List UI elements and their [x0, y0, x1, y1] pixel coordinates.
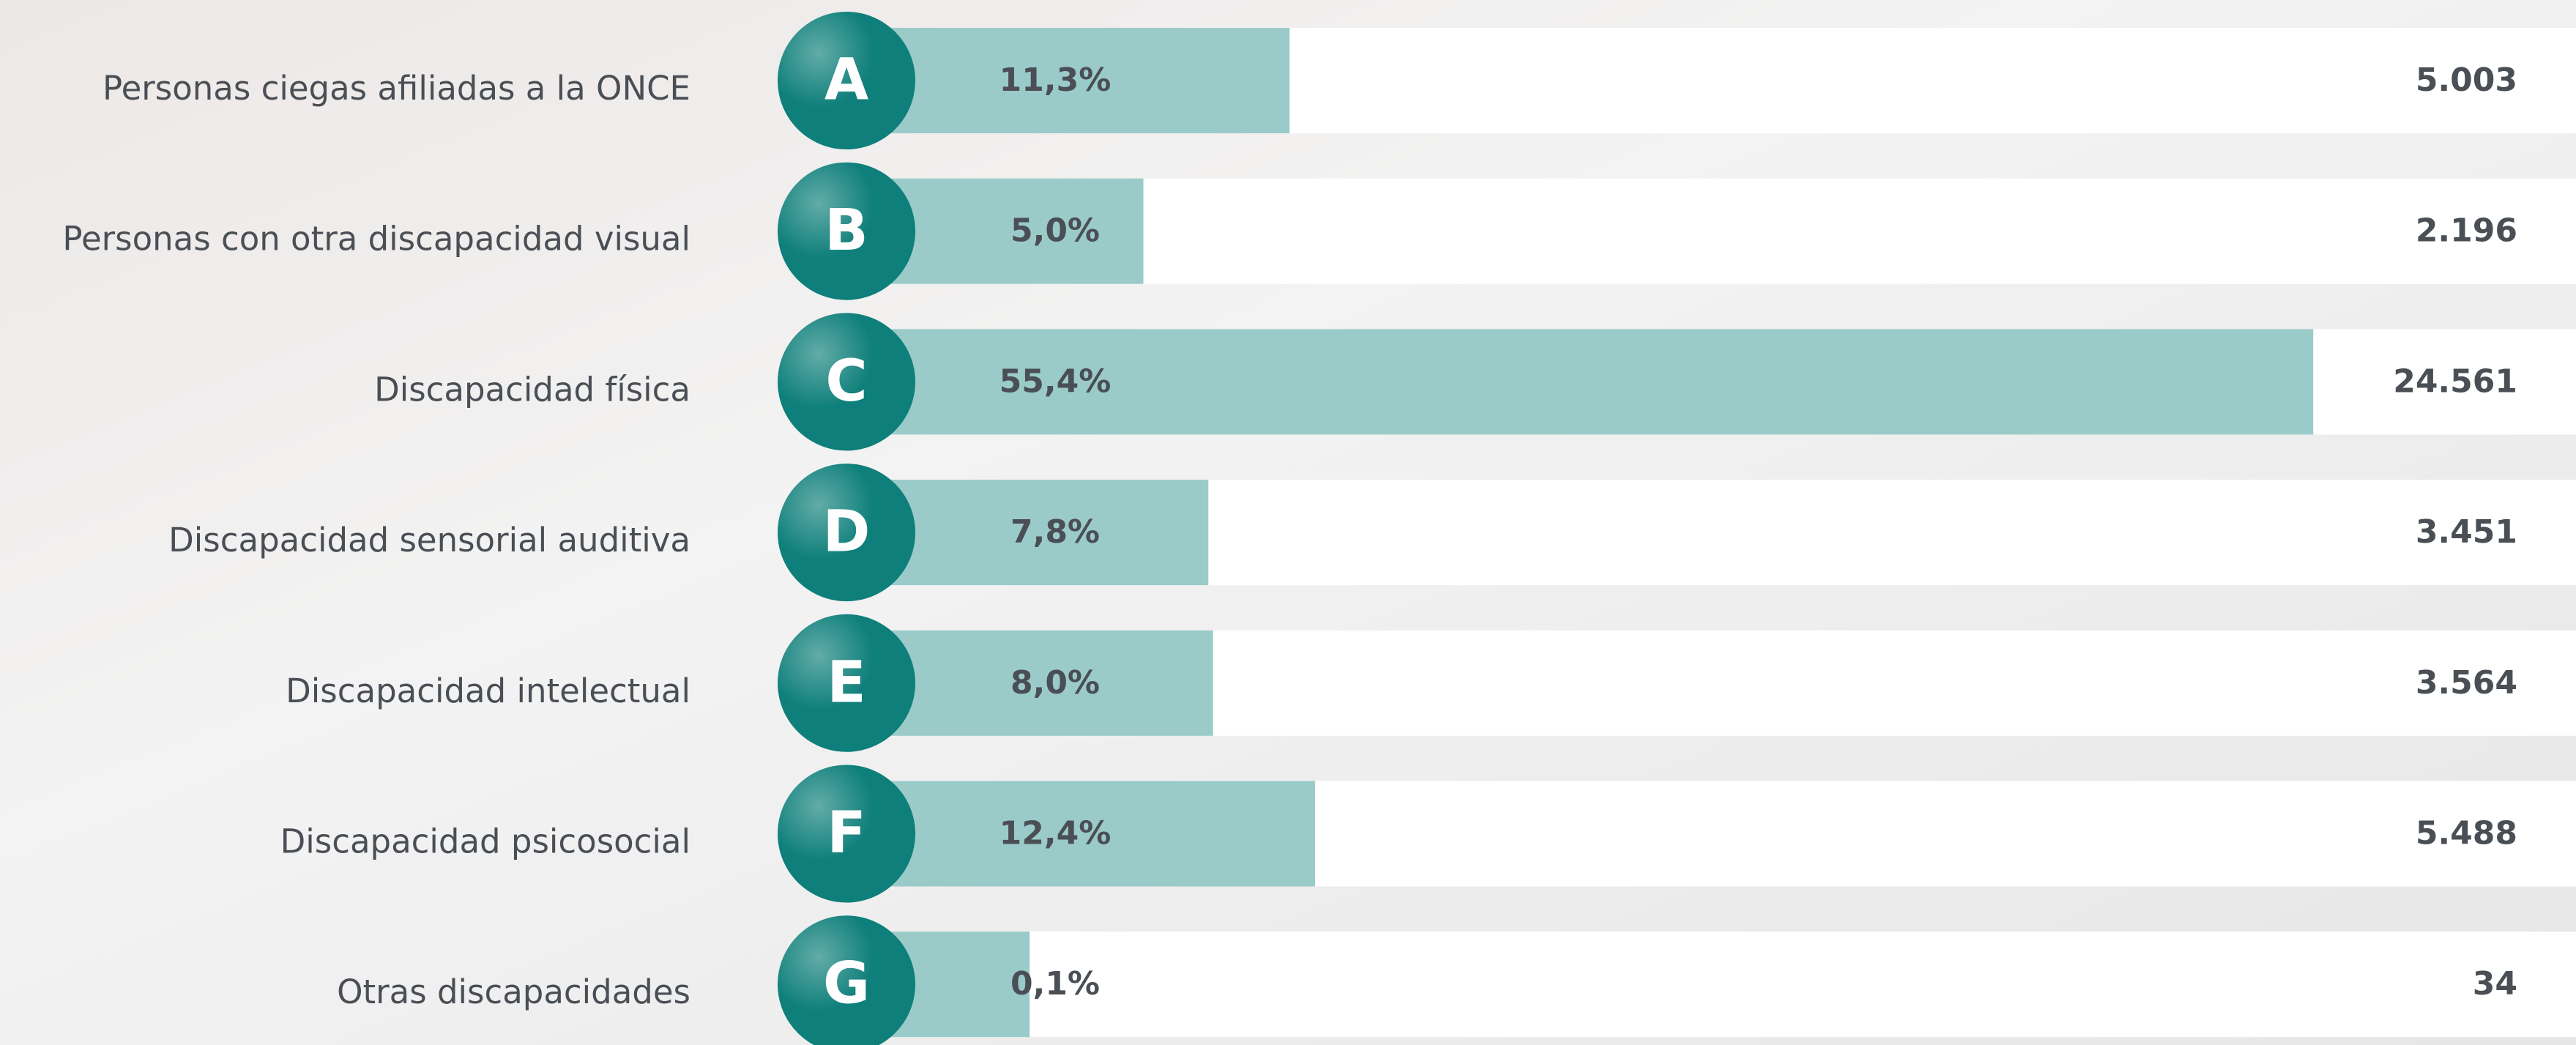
count-label: 3.451 — [2416, 513, 2517, 551]
value-label: 5,0% — [1010, 212, 1100, 250]
category-label: Discapacidad intelectual — [286, 672, 690, 710]
value-label: 11,3% — [999, 62, 1112, 99]
badge-letter: A — [824, 47, 868, 113]
count-label: 5.003 — [2416, 62, 2517, 99]
badge-letter: E — [827, 650, 866, 715]
badge-letter: C — [825, 349, 867, 414]
value-label: 0,1% — [1010, 965, 1100, 1003]
category-label: Discapacidad física — [374, 370, 690, 409]
count-label: 5.488 — [2416, 815, 2517, 852]
badge-letter: G — [823, 951, 870, 1017]
category-label: Personas con otra discapacidad visual — [62, 220, 690, 259]
badge-letter: D — [823, 499, 871, 565]
value-label: 12,4% — [999, 815, 1112, 852]
chart: A Personas ciegas afiliadas a la ONCE 11,3… — [0, 0, 2576, 1045]
count-label: 34 — [2473, 965, 2517, 1003]
badge-letter: F — [827, 800, 866, 866]
count-label: 24.561 — [2393, 362, 2517, 400]
category-label: Personas ciegas afiliadas a la ONCE — [103, 69, 690, 108]
value-label: 7,8% — [1010, 513, 1100, 551]
count-label: 3.564 — [2416, 664, 2517, 702]
category-label: Discapacidad sensorial auditiva — [168, 521, 690, 559]
value-label: 8,0% — [1010, 664, 1100, 702]
category-label: Discapacidad psicosocial — [280, 822, 690, 861]
count-label: 2.196 — [2416, 212, 2517, 250]
track — [846, 931, 2576, 1037]
badge-letter: B — [824, 198, 868, 264]
value-label: 55,4% — [999, 362, 1112, 400]
category-label: Otras discapacidades — [337, 973, 690, 1011]
